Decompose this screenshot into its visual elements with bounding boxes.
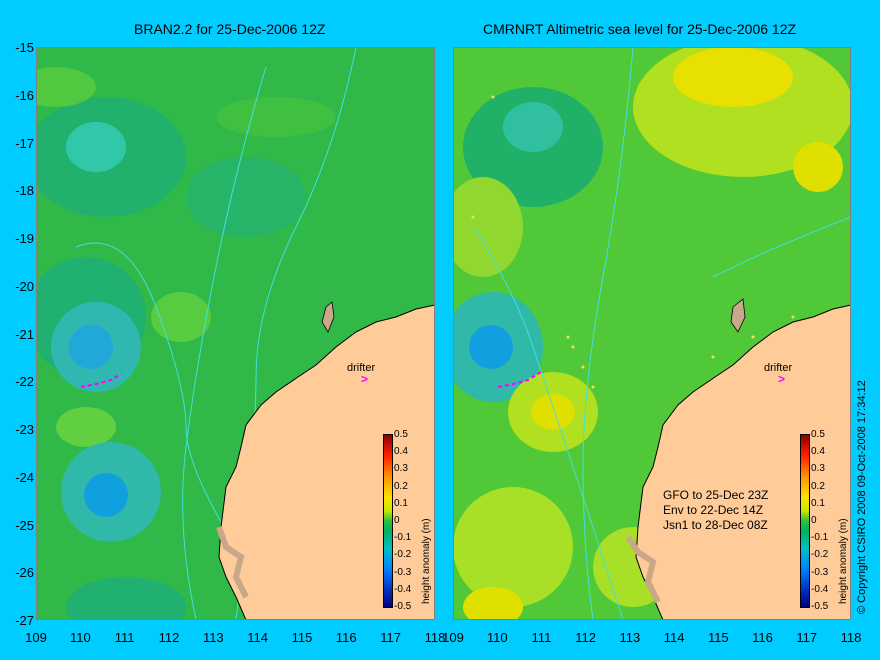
- colorbar-tick: -0.4: [394, 583, 412, 595]
- x-axis-label: 114: [247, 630, 268, 645]
- colorbar-tick: -0.2: [811, 549, 829, 561]
- colorbar-tick: -0.1: [394, 532, 412, 544]
- y-axis-label: -15: [15, 40, 34, 55]
- y-axis-label: -17: [15, 135, 34, 151]
- y-axis-label: -26: [15, 565, 34, 581]
- x-axis-label: 117: [796, 630, 818, 645]
- colorbar-tick: -0.1: [811, 532, 829, 544]
- y-axis-label: -22: [15, 374, 34, 390]
- drifter-marker-left: >: [361, 372, 369, 386]
- y-axis-label: -21: [15, 326, 34, 342]
- x-axis-label: 114: [663, 630, 685, 645]
- x-axis-label: 116: [752, 630, 773, 645]
- colorbar-tick: 0.5: [811, 429, 825, 440]
- x-axis-label: 111: [114, 630, 135, 645]
- colorbar-tick: -0.3: [811, 566, 829, 578]
- colorbar-tick: 0.3: [811, 463, 825, 475]
- y-axis-label: -23: [15, 422, 34, 437]
- y-axis-label: -25: [15, 517, 34, 533]
- satellite-legend-gfo: GFO to 25-Dec 23Z: [663, 488, 769, 502]
- colorbar-tick: -0.5: [394, 601, 412, 612]
- colorbar-right: [800, 434, 810, 608]
- colorbar-tick: 0: [394, 515, 400, 526]
- x-axis-label: 110: [69, 630, 91, 645]
- left-map-svg: [36, 47, 435, 620]
- colorbar-tick: 0.1: [811, 497, 825, 509]
- colorbar-tick: 0: [811, 515, 817, 526]
- y-axis-label: -19: [15, 231, 34, 246]
- colorbar-tick: 0.2: [394, 480, 408, 492]
- right-map-panel[interactable]: [453, 47, 851, 620]
- left-panel-title: BRAN2.2 for 25-Dec-2006 12Z: [134, 21, 326, 37]
- x-axis-label: 113: [202, 630, 224, 645]
- colorbar-tick: 0.5: [394, 429, 408, 440]
- x-axis-label: 112: [158, 630, 180, 645]
- x-axis-label: 112: [575, 630, 597, 645]
- x-axis-label: 110: [486, 630, 508, 645]
- colorbar-tick: 0.4: [811, 446, 825, 458]
- colorbar-tick: -0.2: [394, 549, 412, 561]
- y-axis-label: -24: [15, 469, 34, 485]
- colorbar-tick: 0.4: [394, 446, 408, 458]
- x-axis-label: 109: [442, 630, 464, 645]
- x-axis-label: 109: [25, 630, 47, 645]
- colorbar-tick: -0.5: [811, 601, 829, 612]
- colorbar-tick: 0.2: [811, 480, 825, 492]
- x-axis-label: 115: [707, 630, 729, 645]
- colorbar-tick: 0.3: [394, 463, 408, 475]
- copyright-text: © Copyright CSIRO 2008 09-Oct-2008 17:34…: [856, 380, 868, 614]
- left-map-panel[interactable]: [36, 47, 435, 620]
- y-axis-label: -18: [15, 183, 34, 199]
- x-axis-label: 113: [619, 630, 641, 645]
- colorbar-tick: -0.3: [394, 566, 412, 578]
- drifter-label-right: drifter: [764, 362, 793, 374]
- right-map-svg: [453, 47, 851, 620]
- drifter-label-left: drifter: [347, 362, 376, 374]
- right-panel-title: CMRNRT Altimetric sea level for 25-Dec-2…: [483, 21, 797, 37]
- colorbar-title-left: height anomaly (m): [421, 518, 432, 604]
- satellite-legend-jsn1: Jsn1 to 28-Dec 08Z: [663, 518, 768, 532]
- y-axis-label: -27: [15, 613, 34, 628]
- x-axis-label: 111: [531, 630, 552, 645]
- drifter-marker-right: >: [778, 372, 786, 386]
- x-axis-label: 118: [840, 630, 862, 645]
- x-axis-label: 115: [291, 630, 313, 645]
- y-axis-label: -16: [15, 87, 34, 103]
- x-axis-label: 118: [424, 630, 446, 645]
- colorbar-title-right: height anomaly (m): [838, 518, 849, 604]
- colorbar-left: [383, 434, 393, 608]
- x-axis-label: 116: [335, 630, 357, 645]
- y-axis-label: -20: [15, 278, 34, 294]
- colorbar-tick: 0.1: [394, 497, 408, 509]
- colorbar-tick: -0.4: [811, 583, 829, 595]
- x-axis-label: 117: [380, 630, 401, 645]
- satellite-legend-env: Env to 22-Dec 14Z: [663, 503, 764, 517]
